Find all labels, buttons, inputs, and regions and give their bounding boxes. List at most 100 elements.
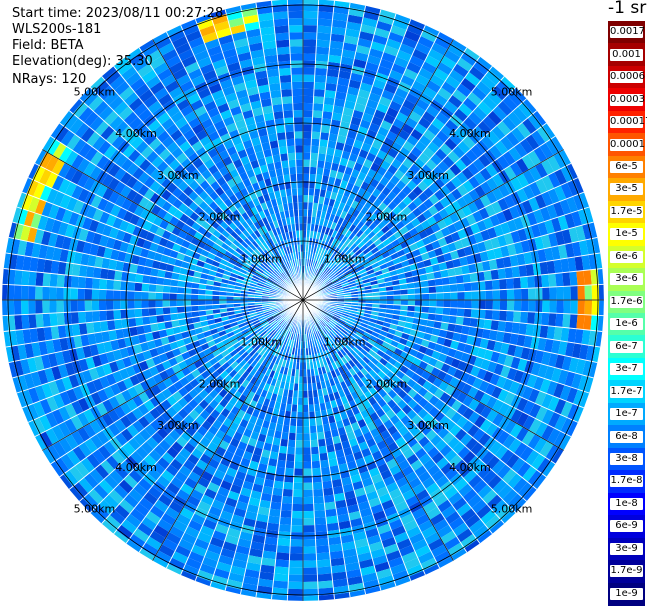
range-gate [46, 396, 59, 412]
range-gate [69, 465, 84, 482]
range-gate [450, 357, 461, 369]
range-gate [322, 249, 329, 257]
range-gate [462, 97, 478, 112]
range-gate [472, 460, 487, 475]
range-gate [388, 234, 397, 243]
range-gate [245, 146, 256, 156]
range-gate [132, 225, 143, 237]
range-gate [343, 237, 352, 246]
range-gate [41, 382, 53, 399]
range-gate [143, 491, 158, 506]
range-gate [292, 195, 298, 203]
range-gate [463, 245, 473, 257]
range-gate [204, 38, 221, 50]
range-gate [238, 271, 246, 278]
range-gate [158, 237, 169, 248]
range-gate [363, 364, 373, 373]
range-gate [253, 476, 265, 486]
range-gate [539, 206, 551, 222]
range-gate [328, 54, 342, 64]
range-gate [155, 403, 167, 416]
range-gate [95, 402, 108, 417]
range-gate [281, 272, 287, 279]
range-gate [439, 196, 451, 209]
range-gate [571, 373, 583, 390]
range-gate [287, 389, 294, 398]
range-gate [536, 457, 552, 475]
range-gate [165, 240, 175, 250]
range-gate [126, 188, 138, 202]
range-gate [276, 545, 291, 554]
range-gate [346, 504, 360, 514]
range-gate [352, 480, 364, 491]
range-gate [440, 124, 454, 138]
range-gate [383, 435, 395, 447]
range-gate [191, 544, 207, 557]
range-gate [502, 208, 514, 222]
range-gate [276, 46, 291, 55]
range-gate [352, 365, 361, 374]
range-gate [332, 105, 344, 115]
range-gate [373, 216, 383, 226]
range-gate [99, 278, 107, 290]
range-gate [95, 183, 108, 198]
range-gate [59, 390, 72, 407]
range-gate [442, 307, 451, 316]
range-gate [303, 447, 312, 455]
range-gate [326, 522, 340, 532]
range-gate [551, 339, 561, 355]
range-gate [174, 258, 183, 268]
range-gate [187, 152, 200, 164]
range-gate [402, 489, 416, 501]
range-gate [137, 415, 150, 429]
range-gate [192, 431, 204, 443]
range-gate [379, 446, 391, 457]
range-gate [257, 356, 266, 365]
range-gate [213, 393, 224, 404]
range-gate [373, 327, 382, 335]
range-gate [409, 532, 425, 545]
range-gate [376, 149, 388, 160]
range-gate [158, 261, 168, 271]
range-gate [271, 236, 278, 245]
range-gate [470, 365, 481, 378]
range-gate [317, 254, 323, 263]
range-gate [522, 465, 537, 482]
range-gate [490, 269, 499, 281]
range-gate [429, 256, 439, 266]
range-gate [292, 202, 299, 210]
range-gate [161, 469, 175, 483]
range-gate [399, 544, 415, 557]
range-gate [161, 360, 172, 371]
range-gate [218, 233, 227, 243]
range-gate [321, 274, 328, 281]
range-gate [244, 79, 258, 90]
range-gate [121, 389, 133, 403]
range-gate [361, 112, 374, 123]
range-gate [174, 453, 188, 466]
range-gate [148, 137, 162, 151]
range-gate [288, 209, 295, 218]
range-gate [251, 277, 259, 283]
range-gate [149, 505, 165, 519]
range-gate [77, 158, 91, 174]
range-gate [209, 247, 219, 256]
range-gate [290, 332, 295, 340]
range-gate [276, 277, 283, 283]
range-gate [257, 312, 265, 318]
range-gate [321, 175, 330, 184]
range-gate [143, 266, 152, 276]
range-gate [203, 361, 213, 371]
range-gate [311, 138, 320, 147]
range-gate [419, 318, 428, 327]
range-gate [340, 381, 348, 390]
range-gate [361, 477, 374, 488]
range-gate [427, 313, 436, 321]
range-gate [506, 277, 514, 290]
range-gate [364, 209, 374, 219]
range-gate [311, 382, 318, 391]
range-gate [168, 429, 181, 442]
range-gate [75, 346, 86, 361]
range-gate [264, 283, 272, 288]
range-gate [468, 263, 477, 274]
